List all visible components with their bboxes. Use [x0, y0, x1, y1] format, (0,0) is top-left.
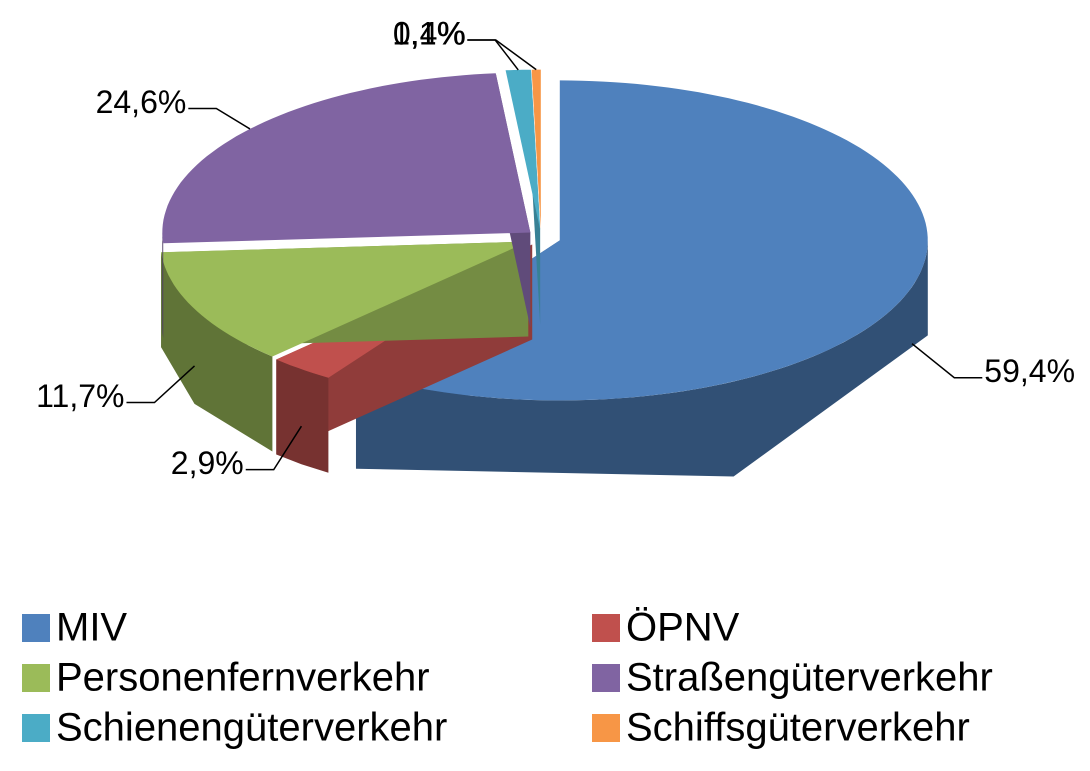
slice-side [356, 240, 928, 477]
leader-line [126, 365, 196, 404]
data-label: 1,1% [392, 15, 465, 51]
pie-slice [505, 69, 541, 325]
leader-line [245, 425, 303, 471]
data-label: 59,4% [984, 353, 1075, 389]
leader-line [467, 39, 519, 71]
pie-slice [531, 69, 541, 230]
legend-label: Schiffsgüterverkehr [626, 706, 970, 750]
data-label: 2,9% [171, 445, 244, 481]
legend-label: ÖPNV [626, 606, 740, 650]
legend-label: Straßengüterverkehr [626, 656, 993, 700]
slice-top [161, 241, 529, 357]
data-label: 0,4% [393, 15, 466, 51]
legend-label: Schienengüterverkehr [56, 706, 447, 750]
slice-top [531, 69, 541, 230]
pie-slice [162, 73, 531, 339]
slice-top [162, 73, 531, 244]
data-label: 11,7% [36, 378, 124, 414]
leader-line [188, 107, 251, 130]
slice-top [505, 69, 541, 230]
pie-slice [161, 241, 529, 452]
legend-label: Personenfernverkehr [56, 656, 430, 700]
slice-side [162, 232, 164, 339]
legend-swatch [22, 714, 50, 742]
slice-side [276, 359, 329, 473]
legend-swatch [22, 664, 50, 692]
slice-side [161, 252, 273, 452]
legend-swatch [592, 614, 620, 642]
legend-swatch [592, 664, 620, 692]
leader-line [467, 39, 537, 71]
data-label: 24,6% [96, 84, 187, 120]
legend-label: MIV [56, 606, 127, 650]
legend-swatch [22, 614, 50, 642]
leader-line [911, 343, 983, 379]
legend-swatch [592, 714, 620, 742]
